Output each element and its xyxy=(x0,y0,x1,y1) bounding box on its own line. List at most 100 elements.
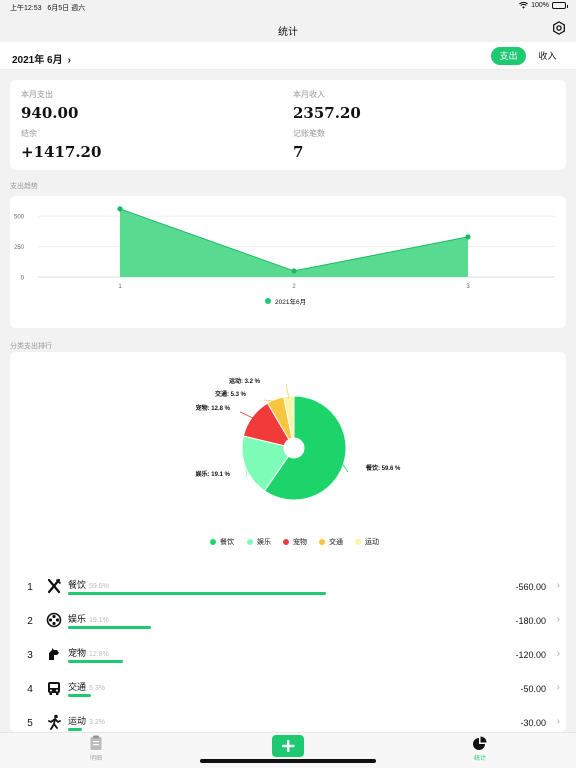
pie-leader-line xyxy=(263,399,277,402)
rank-category-name: 运动 xyxy=(68,716,87,726)
rank-amount: -560.00 xyxy=(515,582,546,592)
page-title: 统计 xyxy=(278,27,298,38)
rank-progress-bar xyxy=(68,728,82,731)
category-card: 餐饮: 59.6 % 娱乐: 19.1 % 宠物: 12.8 % 交通: 5.3 % 运… xyxy=(10,352,566,732)
battery-icon xyxy=(552,2,568,9)
x-tick-label: 2 xyxy=(292,284,296,290)
chevron-right-icon: › xyxy=(556,682,560,693)
income-segment[interactable]: 收入 xyxy=(538,51,557,61)
month-selector[interactable]: 2021年 6月 › xyxy=(12,51,71,66)
chevron-right-icon: › xyxy=(556,614,560,625)
nav-bar: 统计 xyxy=(0,14,576,42)
trend-point xyxy=(291,268,297,274)
rank-amount: -120.00 xyxy=(515,650,546,660)
tab-statistics-label: 统计 xyxy=(473,756,486,762)
rank-category-name: 交通 xyxy=(68,682,87,692)
record-count-value: 7 xyxy=(293,143,304,161)
pie-leader-line xyxy=(245,465,248,479)
balance-value: +1417.20 xyxy=(21,143,102,161)
rank-row[interactable]: 3 宠物 12.8% -120.00 › xyxy=(20,642,566,676)
settings-icon[interactable] xyxy=(552,21,566,35)
pie-legend-item: 娱乐 xyxy=(247,537,271,547)
rank-amount: -30.00 xyxy=(520,718,546,728)
legend-label: 交通 xyxy=(329,539,343,546)
rank-index: 2 xyxy=(27,616,33,627)
pie-slice-label: 交通: 5.3 % xyxy=(215,390,247,398)
legend-label: 餐饮 xyxy=(220,539,234,546)
legend-label: 娱乐 xyxy=(257,539,271,546)
rank-row[interactable]: 2 娱乐 19.1% -180.00 › xyxy=(20,608,566,642)
trend-point xyxy=(117,206,123,212)
rank-percentage: 5.3% xyxy=(89,685,105,692)
pie-legend-item: 宠物 xyxy=(283,537,307,547)
bus-icon xyxy=(48,682,60,695)
legend-label: 宠物 xyxy=(293,539,307,546)
rank-index: 3 xyxy=(27,650,33,661)
rank-row[interactable]: 5 运动 3.2% -30.00 › xyxy=(20,710,566,744)
pie-leader-line xyxy=(341,462,349,473)
pie-slice-label: 娱乐: 19.1 % xyxy=(196,470,231,478)
rank-category-name: 餐饮 xyxy=(68,580,87,590)
rank-percentage: 59.6% xyxy=(89,583,109,590)
summary-card: 本月支出 940.00 本月收入 2357.20 结余 +1417.20 记账笔… xyxy=(10,80,566,170)
rank-percentage: 12.8% xyxy=(89,651,109,658)
plus-icon xyxy=(282,740,295,752)
legend-dot xyxy=(355,539,361,545)
trend-point xyxy=(465,234,471,240)
status-bar: 上午12:53 6月5日 週六 100% xyxy=(0,0,576,14)
chevron-right-icon: › xyxy=(67,55,71,66)
x-tick-label: 3 xyxy=(466,284,470,290)
pie-slice-label: 宠物: 12.8 % xyxy=(196,404,231,412)
month-label: 2021年 6月 xyxy=(12,55,63,66)
pie-slice-label: 运动: 3.2 % xyxy=(229,377,261,385)
rank-percentage: 19.1% xyxy=(89,617,109,624)
utensils-icon xyxy=(47,578,62,594)
rank-amount: -50.00 xyxy=(520,684,546,694)
rank-progress-bar xyxy=(68,660,124,663)
expense-segment[interactable]: 支出 xyxy=(491,47,526,65)
chevron-right-icon: › xyxy=(556,580,560,591)
pie-legend-item: 交通 xyxy=(319,537,343,547)
rank-progress-bar xyxy=(68,626,151,629)
pie-legend-item: 运动 xyxy=(355,537,379,547)
pie-slice-1 xyxy=(241,435,290,492)
pie-legend-item: 餐饮 xyxy=(210,537,234,547)
legend-dot xyxy=(265,298,271,304)
rank-row[interactable]: 1 餐饮 59.6% -560.00 › xyxy=(20,574,566,608)
record-count-label: 记账笔数 xyxy=(293,129,325,138)
trend-area xyxy=(120,208,468,277)
trend-section-title: 支出趋势 xyxy=(10,183,38,190)
home-indicator xyxy=(200,759,376,763)
status-time: 上午12:53 xyxy=(10,5,42,12)
legend-dot xyxy=(247,539,253,545)
monthly-income-value: 2357.20 xyxy=(293,104,361,122)
category-pie-chart: 餐饮: 59.6 % 娱乐: 19.1 % 宠物: 12.8 % 交通: 5.3 % 运… xyxy=(196,377,401,501)
pie-leader-line xyxy=(239,411,254,419)
monthly-expense-value: 940.00 xyxy=(21,104,79,122)
runner-icon xyxy=(48,714,61,730)
clipboard-icon xyxy=(90,735,102,750)
legend-series-label: 2021年6月 xyxy=(275,297,306,306)
rank-category-name: 娱乐 xyxy=(68,614,87,624)
chevron-right-icon: › xyxy=(556,648,560,659)
pie-slice-0 xyxy=(263,395,347,501)
tab-statistics[interactable]: 统计 xyxy=(460,735,500,762)
rank-category-name: 宠物 xyxy=(68,648,87,658)
add-record-button[interactable] xyxy=(272,735,304,757)
legend-label: 运动 xyxy=(365,539,379,546)
tab-details[interactable]: 明细 xyxy=(76,735,116,762)
category-section-title: 分类支出排行 xyxy=(10,343,52,350)
monthly-income-label: 本月收入 xyxy=(293,90,325,99)
film-reel-icon xyxy=(46,612,62,628)
x-tick-label: 1 xyxy=(118,284,122,290)
pet-icon xyxy=(49,648,59,660)
rank-row[interactable]: 4 交通 5.3% -50.00 › xyxy=(20,676,566,710)
pie-chart-icon xyxy=(473,736,487,750)
y-tick-label: 0 xyxy=(21,276,25,282)
y-tick-label: 500 xyxy=(14,215,25,221)
tab-details-label: 明细 xyxy=(89,756,102,762)
month-toolbar: 2021年 6月 › xyxy=(0,42,576,70)
balance-label: 结余 xyxy=(21,129,37,138)
rank-progress-bar xyxy=(68,694,91,697)
trend-chart: 0 250 500 1 2 3 2021年6月 xyxy=(14,206,555,306)
